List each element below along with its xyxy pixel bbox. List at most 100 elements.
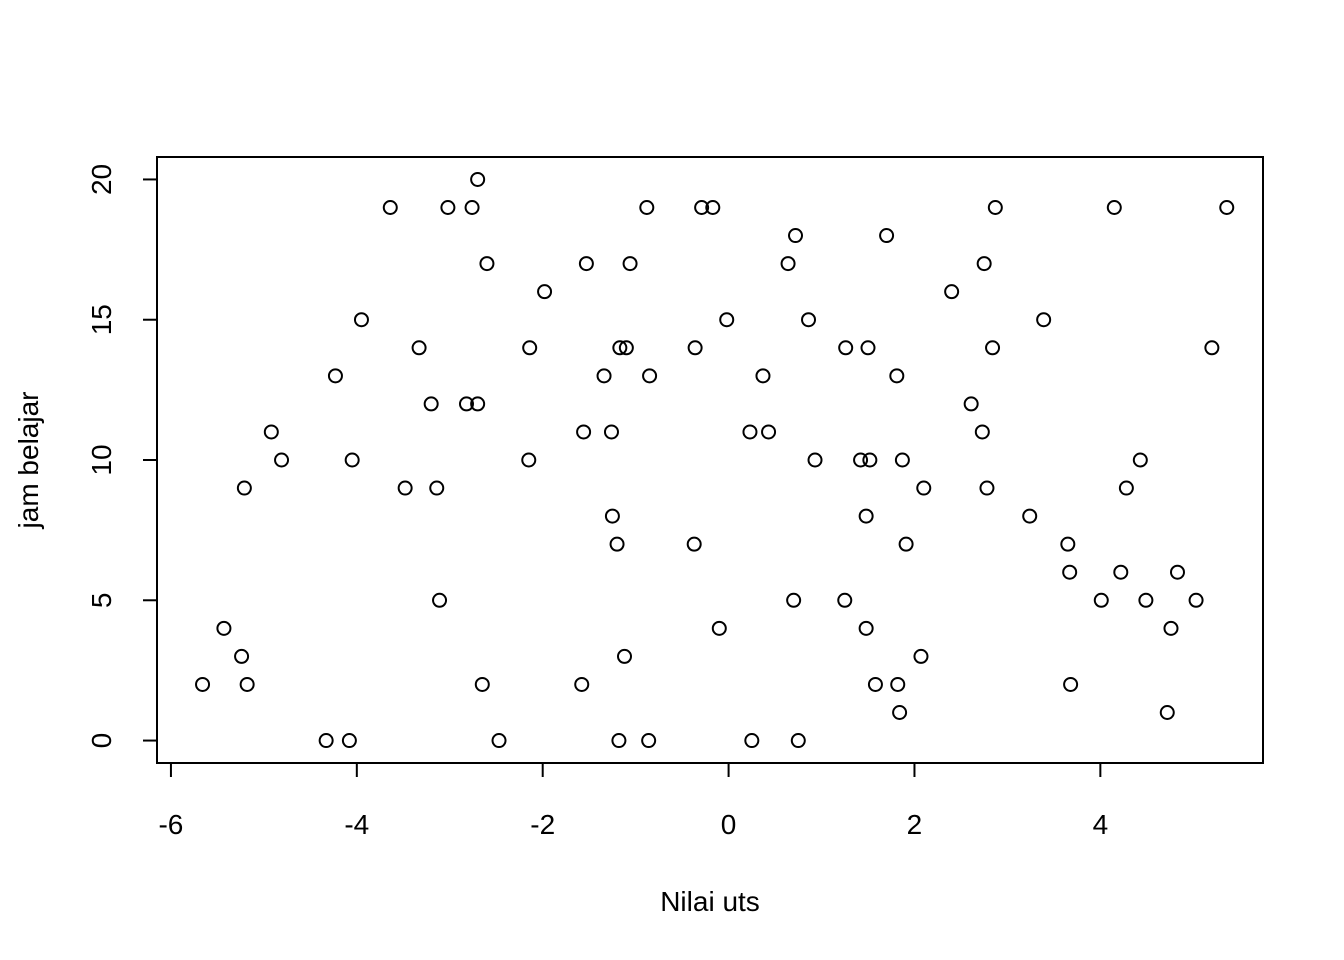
data-point — [694, 200, 710, 215]
data-point — [239, 676, 255, 692]
data-point — [642, 368, 658, 384]
data-point — [1169, 564, 1185, 580]
data-point — [574, 676, 590, 692]
data-point — [963, 396, 979, 412]
data-point — [411, 340, 427, 356]
data-point — [611, 733, 627, 749]
data-point — [913, 648, 929, 664]
data-point — [382, 200, 398, 215]
data-point — [1188, 592, 1204, 608]
data-point — [1106, 200, 1122, 215]
data-point — [898, 536, 914, 552]
data-point — [458, 396, 474, 412]
data-point — [761, 424, 777, 440]
data-point — [837, 592, 853, 608]
data-point — [341, 733, 357, 749]
data-point — [522, 340, 538, 356]
data-point — [236, 480, 252, 496]
data-point — [687, 340, 703, 356]
data-point — [432, 592, 448, 608]
data-point — [344, 452, 360, 468]
y-tick-label: 20 — [86, 164, 117, 195]
data-point — [616, 648, 632, 664]
data-point — [470, 396, 486, 412]
data-point — [195, 676, 211, 692]
data-point — [976, 256, 992, 272]
data-point — [719, 312, 735, 328]
data-point — [788, 228, 804, 244]
data-point — [491, 733, 507, 749]
data-point — [639, 200, 655, 215]
y-tick-label: 10 — [86, 444, 117, 475]
x-tick-label: 0 — [721, 809, 737, 840]
data-point — [576, 424, 592, 440]
data-point — [853, 452, 869, 468]
data-point — [353, 312, 369, 328]
data-point — [1163, 620, 1179, 636]
data-point — [807, 452, 823, 468]
data-point — [1219, 200, 1235, 215]
data-point — [686, 536, 702, 552]
data-point — [862, 452, 878, 468]
data-point — [944, 284, 960, 300]
y-tick-label: 15 — [86, 304, 117, 335]
data-point — [786, 592, 802, 608]
data-point — [867, 676, 883, 692]
data-point — [889, 368, 905, 384]
data-point — [1138, 592, 1154, 608]
y-axis-label: jam belajar — [13, 392, 44, 530]
data-points — [195, 171, 1235, 749]
x-axis: -6 -4 -2 0 2 4 — [158, 762, 1109, 840]
data-point — [755, 368, 771, 384]
data-point — [603, 424, 619, 440]
data-point — [1132, 452, 1148, 468]
data-point — [1118, 480, 1134, 496]
data-point — [327, 368, 343, 384]
x-tick-label: 4 — [1093, 809, 1109, 840]
data-point — [274, 452, 290, 468]
data-point — [429, 480, 445, 496]
data-point — [711, 620, 727, 636]
data-point — [622, 256, 638, 272]
data-point — [1036, 312, 1052, 328]
data-point — [263, 424, 279, 440]
data-point — [892, 705, 908, 720]
data-point — [985, 340, 1001, 356]
data-point — [742, 424, 758, 440]
data-point — [318, 733, 334, 749]
data-point — [234, 648, 250, 664]
data-point — [894, 452, 910, 468]
data-point — [974, 424, 990, 440]
x-tick-label: -6 — [158, 809, 183, 840]
data-point — [609, 536, 625, 552]
y-tick-label: 5 — [86, 592, 117, 608]
data-point — [1093, 592, 1109, 608]
x-tick-label: -4 — [344, 809, 369, 840]
data-point — [604, 508, 620, 524]
data-point — [879, 228, 895, 244]
data-point — [987, 200, 1003, 215]
data-point — [641, 733, 657, 749]
data-point — [537, 284, 553, 300]
data-point — [858, 508, 874, 524]
data-point — [479, 256, 495, 272]
plot-frame — [156, 156, 1264, 764]
data-point — [979, 480, 995, 496]
data-point — [440, 200, 456, 215]
data-point — [1063, 676, 1079, 692]
y-tick-label: 0 — [86, 733, 117, 749]
data-point — [397, 480, 413, 496]
data-point — [521, 452, 537, 468]
data-point — [1062, 564, 1078, 580]
data-point — [790, 733, 806, 749]
data-point — [1113, 564, 1129, 580]
data-point — [474, 676, 490, 692]
data-point — [423, 396, 439, 412]
data-point — [1159, 705, 1175, 720]
x-tick-label: -2 — [530, 809, 555, 840]
x-axis-label: Nilai uts — [660, 886, 760, 917]
data-point — [618, 340, 634, 356]
data-point — [705, 200, 721, 215]
data-point — [838, 340, 854, 356]
